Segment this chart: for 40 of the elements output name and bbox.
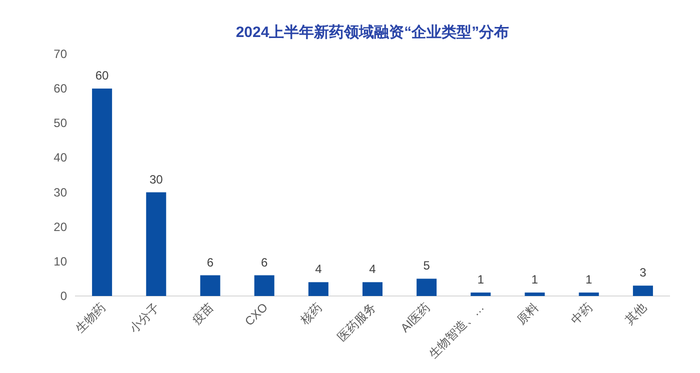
data-label: 4	[369, 262, 376, 276]
bar	[632, 286, 653, 296]
bar	[308, 282, 328, 296]
chart-title: 2024上半年新药领域融资“企业类型”分布	[236, 23, 510, 41]
x-tick-label: 小分子	[126, 300, 162, 336]
y-tick-label: 70	[54, 47, 68, 61]
y-tick-label: 30	[54, 185, 68, 200]
bar	[92, 88, 112, 296]
bar	[470, 292, 491, 296]
bar	[416, 278, 437, 296]
data-label: 6	[206, 255, 214, 270]
y-tick-label: 10	[54, 254, 68, 268]
data-label: 30	[149, 172, 164, 186]
data-label: 1	[477, 272, 484, 287]
bar	[200, 275, 220, 296]
y-tick-label: 40	[54, 150, 68, 165]
y-tick-label: 60	[54, 82, 68, 96]
data-label: 5	[423, 258, 430, 273]
bar	[146, 192, 166, 296]
bar	[254, 275, 274, 296]
x-tick-label: 医药服务	[334, 300, 379, 344]
data-label: 60	[95, 68, 110, 83]
bar	[578, 292, 599, 296]
x-tick-label: 其他	[622, 300, 650, 328]
data-label: 1	[531, 272, 538, 287]
data-label: 6	[260, 255, 268, 270]
x-tick-label: 中药	[568, 300, 595, 328]
x-tick-label: 疫苗	[189, 300, 216, 328]
y-tick-label: 50	[54, 116, 68, 130]
y-tick-label: 20	[54, 220, 68, 234]
data-label: 4	[315, 262, 322, 276]
bar	[524, 292, 545, 296]
x-tick-label: AI医药	[398, 300, 433, 336]
x-tick-label: 核药	[296, 300, 325, 328]
x-tick-label: 生物药	[72, 300, 108, 336]
data-label: 3	[640, 266, 647, 280]
y-tick-label: 0	[60, 289, 68, 303]
x-tick-label: 原料	[514, 300, 541, 328]
data-label: 1	[586, 272, 593, 287]
bar	[362, 282, 383, 296]
